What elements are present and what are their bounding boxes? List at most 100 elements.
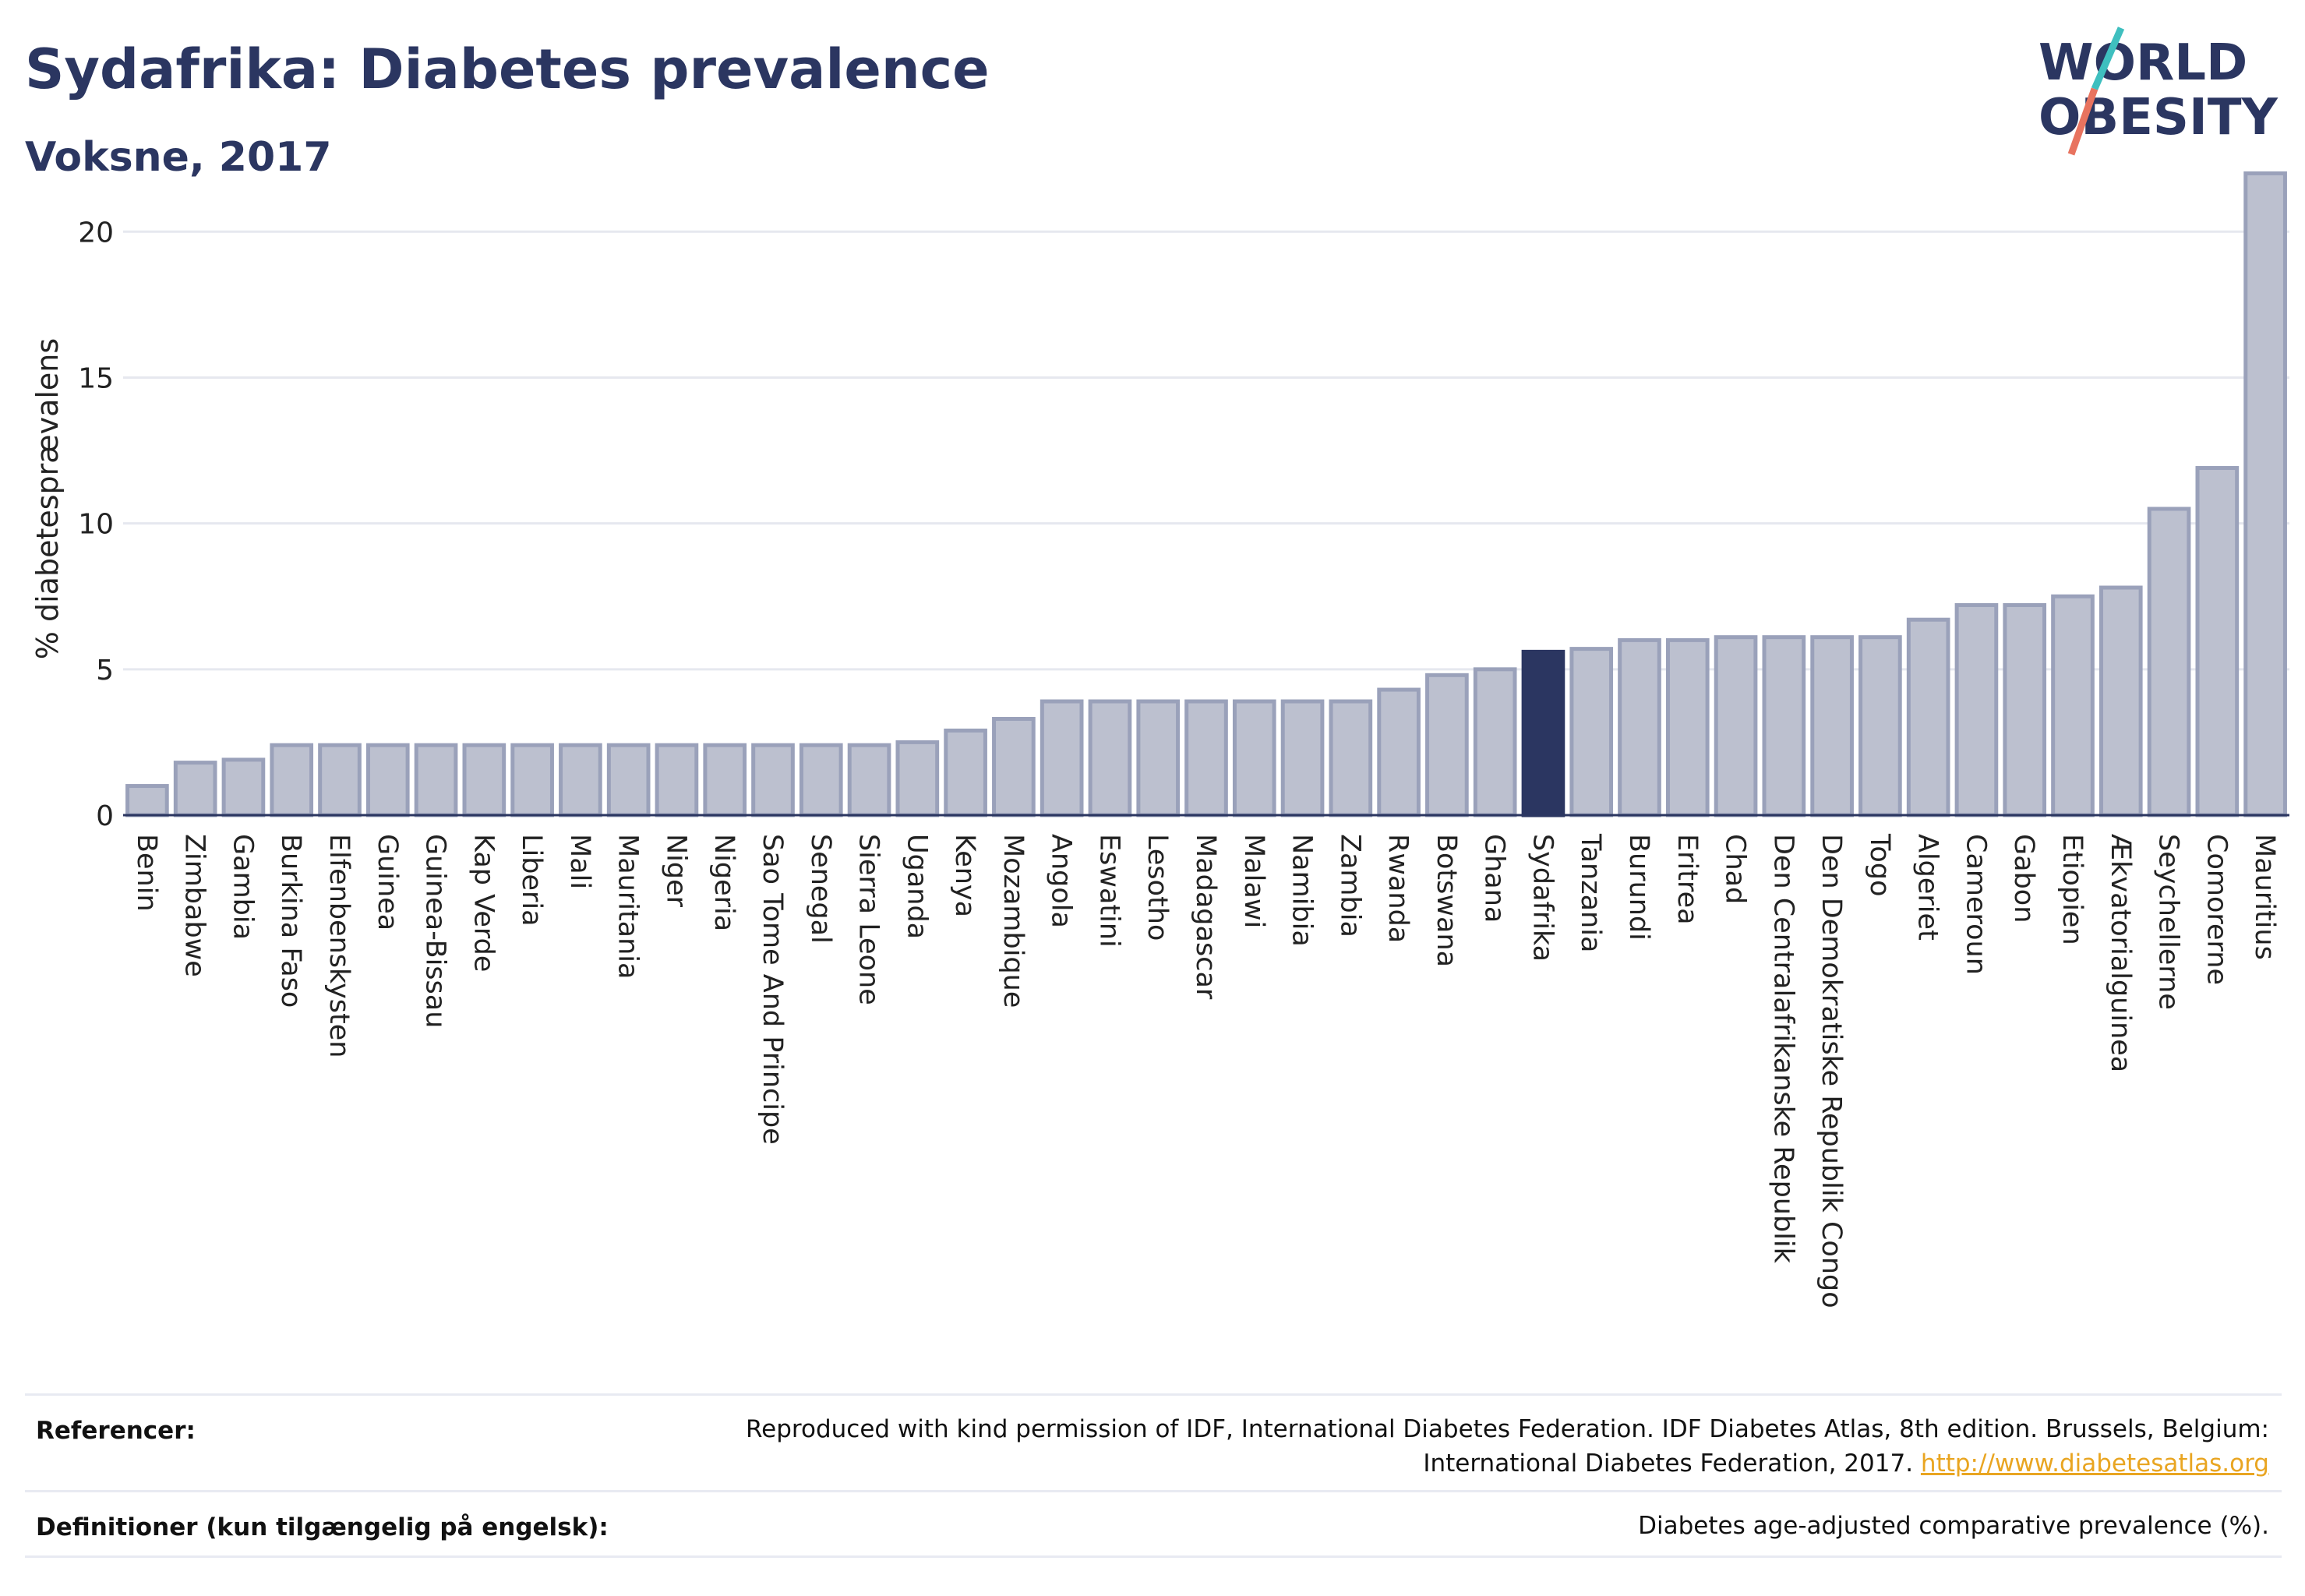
bar-kap-verde[interactable] — [462, 743, 507, 817]
x-tick-label: Elfenbenskysten — [323, 834, 355, 1058]
bar-seychellerne[interactable] — [2147, 507, 2191, 817]
x-tick-label: Namibia — [1287, 834, 1318, 947]
logo-line1: WORLD — [2038, 34, 2247, 92]
bar-namibia[interactable] — [1280, 699, 1325, 817]
bar-elfenbenskysten[interactable] — [318, 743, 362, 817]
x-tick-label: Botswana — [1431, 834, 1462, 967]
logo-slash-top — [2091, 26, 2125, 90]
x-tick-label: Togo — [1864, 833, 1895, 896]
x-tick-label: Rwanda — [1382, 834, 1414, 943]
bar-nigeria[interactable] — [703, 743, 747, 817]
bar-guinea[interactable] — [365, 743, 410, 817]
x-tick-label: Senegal — [805, 834, 836, 944]
y-tick-label: 10 — [78, 509, 114, 541]
bar-mozambique[interactable] — [992, 716, 1036, 817]
x-tick-label: Sao Tome And Principe — [757, 834, 788, 1145]
bar-malawi[interactable] — [1232, 699, 1276, 817]
bar-sydafrika[interactable] — [1521, 649, 1565, 817]
x-tick-label: Nigeria — [708, 834, 740, 931]
bar-eritrea[interactable] — [1665, 637, 1710, 817]
bar-madagascar[interactable] — [1184, 699, 1228, 817]
bar-botswana[interactable] — [1425, 673, 1469, 817]
bar-zimbabwe[interactable] — [173, 761, 217, 817]
logo-slash-bottom — [2067, 87, 2099, 156]
x-tick-label: Algeriet — [1912, 834, 1943, 941]
y-tick-label: 20 — [78, 217, 114, 249]
bar-comorerne[interactable] — [2195, 466, 2240, 817]
x-tick-label: Zambia — [1334, 834, 1365, 937]
bar-guinea-bissau[interactable] — [414, 743, 458, 817]
bar-angola[interactable] — [1040, 699, 1084, 817]
y-axis-label: % diabetesprævalens — [30, 338, 65, 659]
x-tick-label: Mali — [564, 834, 595, 889]
bar-algeriet[interactable] — [1906, 617, 1950, 817]
bar-mauritius[interactable] — [2243, 171, 2287, 817]
x-tick-label: Seychellerne — [2153, 834, 2184, 1010]
bar-tanzania[interactable] — [1569, 647, 1614, 817]
x-tick-label: Mauritius — [2249, 834, 2280, 960]
references-link[interactable]: http://www.diabetesatlas.org — [1920, 1449, 2269, 1478]
bar-kenya[interactable] — [944, 728, 987, 817]
bar-sierra-leone[interactable] — [847, 743, 891, 817]
bar-chad[interactable] — [1714, 635, 1758, 817]
bar-niger[interactable] — [655, 743, 699, 817]
x-tick-label: Etiopien — [2056, 834, 2088, 945]
bar-ghana[interactable] — [1473, 667, 1517, 817]
references-text: Reproduced with kind permission of IDF, … — [711, 1412, 2269, 1481]
y-tick-label: 5 — [96, 655, 114, 687]
bar-lesotho[interactable] — [1136, 699, 1181, 817]
chart-title: Sydafrika: Diabetes prevalence — [25, 37, 990, 101]
x-tick-label: Guinea-Bissau — [420, 834, 451, 1028]
x-tick-label: Zimbabwe — [179, 834, 210, 977]
bar-senegal[interactable] — [799, 743, 843, 817]
bar-liberia[interactable] — [510, 743, 554, 817]
bar-den-demokratiske-republik-congo[interactable] — [1810, 635, 1854, 817]
bar-burkina-faso[interactable] — [270, 743, 314, 817]
x-tick-label: Ækvatorialguinea — [2105, 834, 2136, 1072]
x-tick-label: Sierra Leone — [853, 834, 884, 1005]
bar-zambia[interactable] — [1329, 699, 1373, 817]
bar-den-centralafrikanske-republik[interactable] — [1762, 635, 1806, 817]
bars — [125, 171, 2287, 817]
x-tick-label: Mozambique — [997, 834, 1029, 1008]
definitions-text: Diabetes age-adjusted comparative preval… — [1638, 1512, 2269, 1540]
x-tick-label: Chad — [1720, 834, 1751, 904]
bar-etiopien[interactable] — [2051, 594, 2095, 817]
bar-mauritania[interactable] — [606, 743, 651, 817]
bar-eswatini[interactable] — [1088, 699, 1132, 817]
footer-divider-bottom — [25, 1555, 2282, 1558]
x-tick-label: Comorerne — [2201, 834, 2232, 985]
x-tick-label: Benin — [131, 834, 162, 912]
x-tick-label: Malawi — [1238, 834, 1269, 928]
bar-cameroun[interactable] — [1954, 602, 1999, 817]
bar-burundi[interactable] — [1618, 637, 1661, 817]
x-tick-label: Den Centralafrikanske Republik — [1767, 834, 1798, 1264]
y-tick-label: 15 — [78, 362, 114, 394]
bar-gabon[interactable] — [2003, 602, 2047, 817]
x-tick-label: Ghana — [1479, 834, 1510, 923]
y-tick-label: 0 — [96, 800, 114, 832]
bar-chart: 0 5 10 15 20 Benin Zimbabwe Gambia Burkina Faso… — [30, 171, 2289, 1308]
x-tick-labels: Benin Zimbabwe Gambia Burkina Faso Elfenbens… — [131, 833, 2280, 1308]
x-tick-label: Gambia — [227, 834, 258, 940]
bar-gambia[interactable] — [221, 757, 266, 817]
bar-rwanda[interactable] — [1377, 687, 1421, 817]
bar-uganda[interactable] — [895, 740, 940, 817]
bar-togo[interactable] — [1858, 635, 1902, 817]
world-obesity-logo: WORLD OBESITY — [2038, 26, 2278, 156]
x-tick-label: Gabon — [2008, 834, 2039, 923]
bar-sao-tome-and-principe[interactable] — [751, 743, 795, 817]
references-label: Referencer: — [36, 1417, 196, 1445]
x-tick-label: Tanzania — [1575, 833, 1606, 952]
bar-ækvatorialguinea[interactable] — [2099, 585, 2143, 817]
definitions-label: Definitioner (kun tilgængelig på engelsk… — [36, 1513, 609, 1541]
bar-benin[interactable] — [125, 784, 169, 817]
chart-subtitle: Voksne, 2017 — [25, 134, 332, 181]
x-tick-label: Angola — [1046, 834, 1077, 928]
references-body: Reproduced with kind permission of IDF, … — [746, 1415, 2269, 1478]
x-tick-label: Burundi — [1623, 834, 1654, 941]
x-tick-label: Guinea — [372, 834, 403, 930]
bar-mali[interactable] — [559, 743, 602, 817]
x-tick-label: Den Demokratiske Republik Congo — [1816, 834, 1847, 1308]
x-tick-label: Uganda — [901, 834, 932, 939]
